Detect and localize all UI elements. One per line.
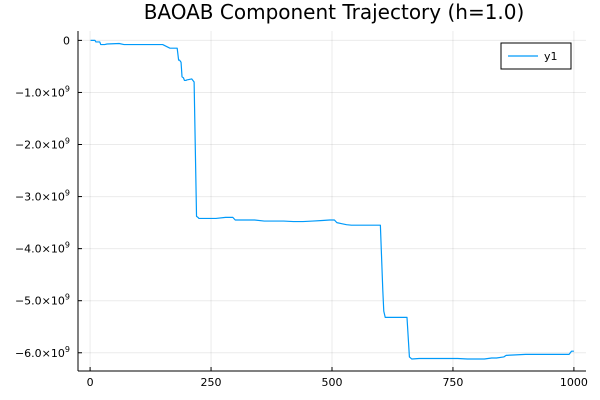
x-tick-label-1: 250 xyxy=(201,376,222,389)
x-tick-label-4: 1000 xyxy=(560,376,588,389)
legend: y1 xyxy=(500,42,572,70)
x-tick-label-3: 750 xyxy=(442,376,463,389)
x-tick-label-0: 0 xyxy=(87,376,94,389)
y-tick-label-5: −5.0×109 xyxy=(15,293,70,308)
y-ticks: 0 −1.0×109 −2.0×109 −3.0×109 −4.0×109 −5.0×10… xyxy=(15,34,82,360)
x-tick-label-2: 500 xyxy=(322,376,343,389)
chart-title: BAOAB Component Trajectory (h=1.0) xyxy=(144,0,525,24)
y-tick-label-4: −4.0×109 xyxy=(15,241,70,256)
y-tick-label-1: −1.0×109 xyxy=(15,84,70,99)
grid xyxy=(78,31,586,371)
plot-series xyxy=(90,39,574,360)
legend-label: y1 xyxy=(544,50,558,63)
y-tick-label-6: −6.0×109 xyxy=(15,345,70,360)
x-ticks: 0 250 500 750 1000 xyxy=(87,367,588,389)
y-tick-label-0: 0 xyxy=(63,34,70,47)
y-tick-label-3: −3.0×109 xyxy=(15,189,70,204)
series-line-0 xyxy=(90,39,574,360)
y-tick-label-2: −2.0×109 xyxy=(15,137,70,152)
